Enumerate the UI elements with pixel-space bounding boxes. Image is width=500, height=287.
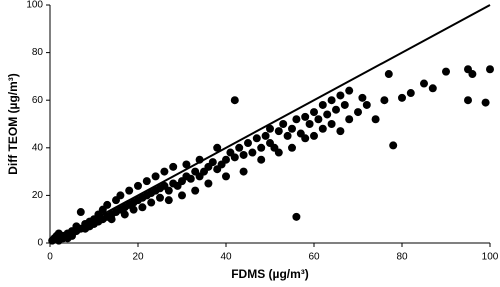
x-tick-label: 0 [47,252,53,263]
point [107,215,116,224]
point [116,191,125,200]
point [164,186,173,195]
point [261,131,270,140]
point [292,212,301,221]
point [103,200,112,209]
point [468,70,477,79]
point [283,131,292,140]
point [244,139,252,148]
y-tick-label: 0 [37,238,43,249]
point [442,67,450,76]
point [274,127,283,136]
point [362,100,371,109]
one-to-one-line [49,4,491,244]
point [204,179,213,188]
point [332,105,340,114]
point [314,115,323,124]
point [147,198,156,207]
point [160,167,169,176]
point [406,89,415,98]
point [222,155,230,164]
point [156,193,164,202]
point [142,177,151,186]
point [384,70,393,79]
point [327,96,336,105]
point [257,155,266,164]
point [323,110,332,119]
point [310,131,318,140]
point [151,172,160,181]
x-tick-label: 100 [482,252,499,263]
point [318,100,327,109]
point [288,143,296,152]
point [235,143,244,152]
y-tick-label: 80 [32,47,44,58]
point [76,208,85,217]
point [358,93,367,102]
y-tick-label: 40 [32,142,44,153]
point [345,115,354,124]
point [336,91,345,100]
point [213,143,222,152]
x-tick-label: 60 [308,252,320,263]
point [340,100,349,109]
point [305,120,314,128]
point [274,148,283,157]
point [345,86,354,95]
point [292,115,301,124]
point [301,112,310,121]
x-axis-title: FDMS (µg/m³) [231,267,309,281]
point [195,155,204,164]
point [301,134,310,143]
point [239,150,248,159]
point [129,205,138,214]
point [208,158,217,167]
point [239,167,248,176]
point [398,93,406,102]
point [389,141,398,150]
point [288,124,296,133]
point [257,143,266,152]
point [310,108,318,117]
point [327,120,336,128]
x-tick-label: 40 [220,252,232,263]
y-tick-label: 20 [32,190,44,201]
point [191,186,200,195]
point [464,96,472,105]
y-tick-label: 60 [32,95,44,106]
point [138,203,147,212]
point [252,134,261,143]
point [134,181,142,190]
point [178,191,186,200]
point [371,115,380,124]
point [380,96,389,105]
point [169,162,178,171]
point [230,96,239,105]
y-axis-title: Diff TEOM (µg/m³) [6,73,20,175]
point [182,160,191,169]
point [481,98,490,107]
point [222,172,230,181]
point [354,108,362,117]
point [428,84,437,93]
point [336,127,345,136]
point [120,210,129,219]
point [186,174,195,183]
point [248,148,257,157]
y-tick-label: 100 [26,0,43,11]
x-tick-label: 20 [132,252,144,263]
point [125,186,134,195]
point [164,196,173,205]
point [230,153,239,162]
point [266,124,274,133]
point [318,124,327,133]
point [486,65,494,74]
point [279,120,288,128]
x-tick-label: 80 [396,252,408,263]
point [420,79,428,88]
